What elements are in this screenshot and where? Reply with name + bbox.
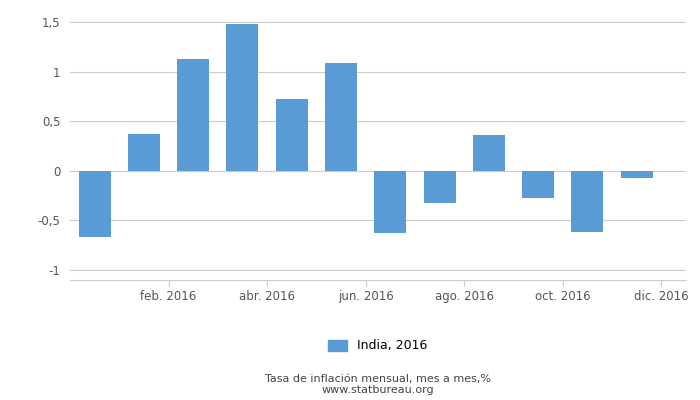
Text: Tasa de inflación mensual, mes a mes,%
www.statbureau.org: Tasa de inflación mensual, mes a mes,% w… — [265, 374, 491, 395]
Bar — [325, 63, 357, 171]
Bar — [473, 135, 505, 171]
Bar — [424, 171, 456, 202]
Bar — [621, 171, 652, 178]
Bar — [128, 134, 160, 171]
Bar — [78, 171, 111, 237]
Legend: India, 2016: India, 2016 — [323, 334, 433, 358]
Bar — [177, 59, 209, 171]
Bar — [374, 171, 406, 233]
Bar — [522, 171, 554, 198]
Bar — [571, 171, 603, 232]
Bar — [227, 24, 258, 171]
Bar — [276, 99, 308, 171]
